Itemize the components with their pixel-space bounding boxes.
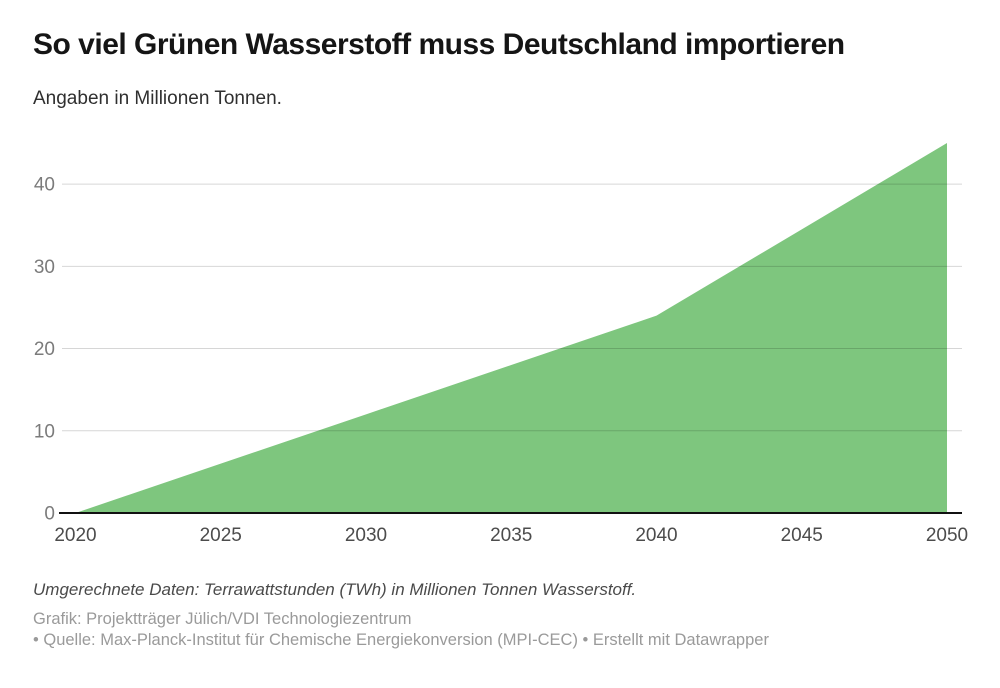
- chart-title: So viel Grünen Wasserstoff muss Deutschl…: [33, 28, 845, 61]
- credit-grafik-line: Grafik: Projektträger Jülich/VDI Technol…: [33, 610, 412, 628]
- credit-quelle-line: • Quelle: Max-Planck-Institut für Chemis…: [33, 631, 769, 649]
- x-tick-label-2050: 2050: [926, 525, 968, 546]
- x-tick-label-2045: 2045: [781, 525, 823, 546]
- chart-note: Umgerechnete Daten: Terrawattstunden (TW…: [33, 580, 637, 599]
- area-series: [75, 143, 947, 513]
- chart-credits: Grafik: Projektträger Jülich/VDI Technol…: [33, 609, 769, 651]
- y-tick-label-20: 20: [34, 339, 55, 360]
- y-tick-label-0: 0: [44, 504, 55, 525]
- x-tick-label-2040: 2040: [635, 525, 677, 546]
- x-tick-label-2020: 2020: [54, 525, 96, 546]
- x-tick-label-2030: 2030: [345, 525, 387, 546]
- y-tick-label-10: 10: [34, 421, 55, 442]
- chart-subtitle: Angaben in Millionen Tonnen.: [33, 88, 282, 109]
- x-tick-label-2035: 2035: [490, 525, 532, 546]
- y-tick-label-30: 30: [34, 257, 55, 278]
- y-tick-label-40: 40: [34, 175, 55, 196]
- x-tick-label-2025: 2025: [200, 525, 242, 546]
